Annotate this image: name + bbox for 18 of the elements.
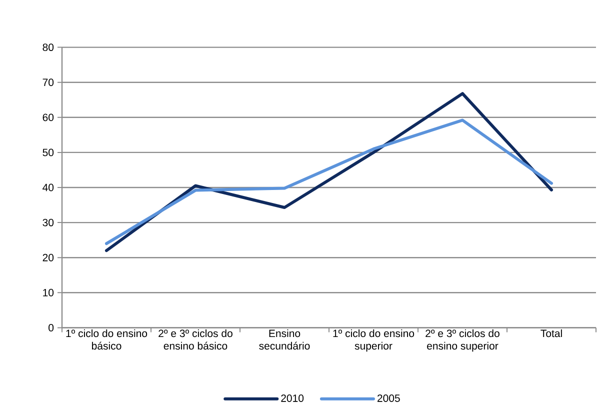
y-tick-label: 60 (42, 114, 54, 122)
line-series (105, 118, 553, 246)
y-tick-label: 20 (42, 254, 54, 262)
y-tick-label: 10 (43, 288, 54, 296)
y-tick-label: 80 (42, 44, 54, 52)
legend-label: 2005 (378, 394, 400, 402)
x-tick-label: 2º e 3º ciclos do ensino básico (158, 329, 232, 350)
x-tick-label: 2º e 3º ciclos do ensino superior (426, 329, 500, 352)
x-tick-label: Total (540, 329, 562, 338)
y-tick-label: 0 (48, 324, 54, 332)
x-tick-label: 1º ciclo do ensino superior (333, 329, 414, 352)
legend-label: 2010 (281, 394, 304, 402)
y-tick-label: 50 (42, 148, 54, 156)
y-tick-label: 70 (42, 78, 54, 86)
y-tick-label: 30 (42, 218, 54, 226)
y-tick-label: 40 (42, 184, 54, 192)
x-tick-label: 1º ciclo do ensino básico (66, 329, 148, 350)
x-tick-label: Ensino secundário (259, 329, 310, 350)
